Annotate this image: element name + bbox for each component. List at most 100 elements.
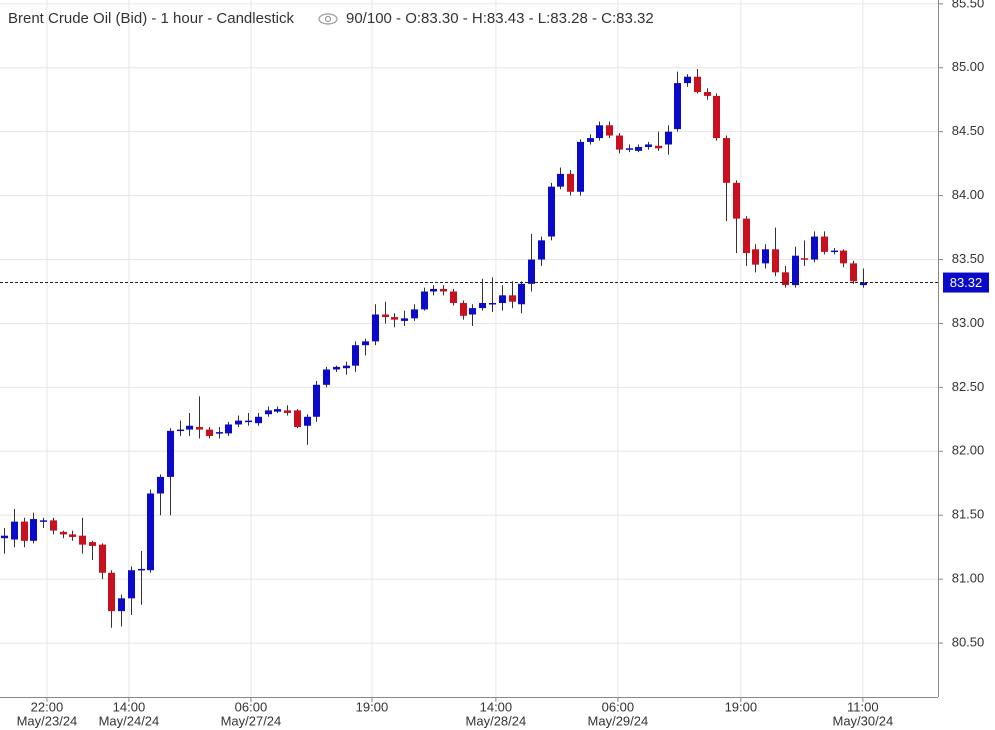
candle-body [351,345,360,366]
x-tick-label: 19:00 [725,699,758,714]
candle-body [547,186,556,237]
candle-body [107,572,116,612]
candle-body [254,416,263,424]
x-tick-label: 06:00 [235,699,268,714]
y-tick-label: 83.00 [952,315,985,330]
candle-body [459,303,468,316]
x-tick-label: 14:00 [480,699,513,714]
candle-body [498,295,507,303]
y-tick-label: 80.50 [952,635,985,650]
x-tick-date: May/30/24 [832,713,893,728]
x-tick-label: 19:00 [356,699,389,714]
candle-body [39,520,48,522]
candle-body [644,144,653,148]
candle-body [312,384,321,417]
candle-body [859,282,868,286]
y-tick-label: 83.50 [952,251,985,266]
candle-body [59,531,68,535]
candle-body [78,535,87,545]
candle-body [185,425,194,430]
eye-icon [318,13,338,25]
candle-body [605,125,614,136]
candle-body [88,542,97,546]
x-tick-date: May/27/24 [221,713,282,728]
candle-body [127,570,136,599]
candle-body [322,369,331,385]
candle-body [771,249,780,273]
candle-body [371,314,380,342]
candle-body [468,308,477,315]
y-tick-label: 84.00 [952,187,985,202]
candle-body [449,291,458,303]
ohlc-info: 90/100 - O:83.30 - H:83.43 - L:83.28 - C… [346,10,654,27]
candle-body [439,288,448,292]
candle-body [381,314,390,318]
candle-body [410,309,419,319]
candle-body [556,173,565,187]
x-tick-label: 14:00 [113,699,146,714]
candle-body [215,432,224,434]
candle-body [732,182,741,219]
candle-body [420,291,429,310]
candle-body [800,258,809,260]
x-tick-date: May/29/24 [588,713,649,728]
candle-body [488,303,497,305]
y-tick-label: 85.00 [952,59,985,74]
x-tick-date: May/28/24 [466,713,527,728]
candle-body [683,76,692,84]
candle-body [791,255,800,286]
candle-body [625,148,634,150]
candle-body [10,521,19,540]
candle-body [195,427,204,430]
candle-body [29,519,38,541]
candle-body [224,424,233,434]
candle-body [146,493,155,571]
candle-body [517,283,526,305]
candle-body [508,295,517,302]
candle-body [742,218,751,254]
candle-body [0,535,9,539]
candle-body [98,544,107,573]
candle-body [566,173,575,192]
candle-body [205,429,214,436]
candle-body [820,236,829,252]
candle-body [712,95,721,139]
chart-title: Brent Crude Oil (Bid) - 1 hour - Candles… [8,10,294,27]
current-price-box [943,272,989,293]
y-tick-label: 82.50 [952,379,985,394]
candle-body [390,317,399,320]
y-tick-label: 84.50 [952,123,985,138]
candle-body [810,236,819,260]
candle-body [839,250,848,264]
x-tick-label: 11:00 [847,699,879,714]
candle-body [400,318,409,321]
x-tick-date: May/23/24 [17,713,78,728]
candle-body [634,147,643,151]
candle-body [849,263,858,282]
y-tick-label: 81.00 [952,571,985,586]
candle-body [703,92,712,96]
y-tick-label: 85.50 [952,0,985,10]
x-tick-date: May/24/24 [99,713,160,728]
candle-body [478,303,487,309]
x-tick-label: 22:00 [31,699,64,714]
y-tick-label: 82.00 [952,443,985,458]
candle-body [244,420,253,423]
candle-body [429,288,438,292]
candle-body [332,366,341,370]
y-tick-label: 80.00 [952,698,985,713]
candle-body [761,249,770,264]
y-tick-label: 81.50 [952,507,985,522]
candle-body [527,259,536,284]
candle-body [303,416,312,426]
candle-body [751,249,760,265]
candle-body [361,341,370,346]
x-tick-label: 06:00 [602,699,635,714]
candle-body [664,131,673,145]
candle-body [781,272,790,286]
current-price-label: 83.32 [950,275,983,290]
candle-body [68,534,77,537]
candle-body [273,409,282,412]
